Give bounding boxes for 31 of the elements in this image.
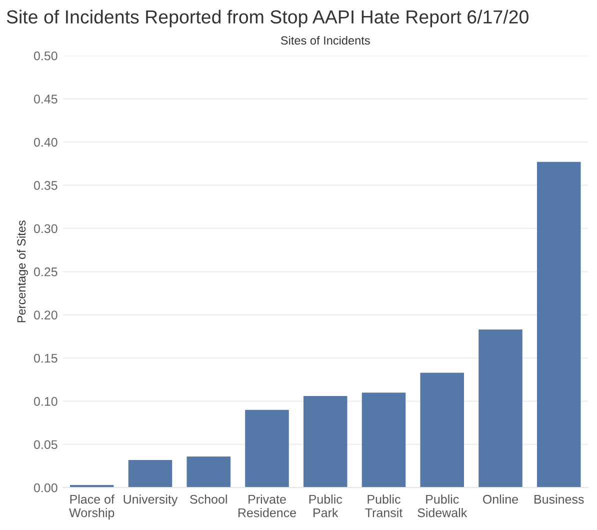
bar: [362, 392, 406, 488]
x-tick-label: University: [124, 494, 178, 506]
y-tick-label: 0.00: [34, 483, 58, 492]
bar: [478, 330, 522, 488]
bar: [303, 396, 348, 488]
y-tick-label: 0.45: [34, 94, 58, 104]
bar: [536, 162, 581, 488]
y-tick-label: 0.05: [34, 440, 58, 450]
bar: [186, 456, 231, 488]
x-tick-label: School: [190, 494, 227, 504]
y-tick-label: 0.20: [34, 310, 58, 320]
bar: [245, 410, 289, 488]
y-tick-label: 0.15: [34, 354, 58, 363]
y-tick-label: 0.30: [34, 224, 58, 234]
x-tick-label: Place of Worship: [69, 494, 114, 520]
chart-subtitle: Sites of Incidents: [280, 36, 370, 45]
x-tick-label: Public Transit: [365, 494, 403, 518]
y-tick-label: 0.25: [34, 267, 58, 276]
bar: [128, 460, 172, 488]
x-tick-label: Online: [483, 494, 518, 504]
y-axis-title: Percentage of Sites: [16, 220, 28, 322]
x-tick-label: Business: [534, 494, 584, 504]
y-tick-label: 0.10: [34, 397, 58, 406]
x-tick-label: Public Park: [309, 494, 342, 518]
x-tick-label: Private Residence: [238, 494, 296, 518]
y-tick-label: 0.50: [34, 51, 58, 60]
x-tick-label: Public Sidewalk: [418, 494, 468, 518]
y-tick-label: 0.40: [34, 138, 58, 147]
y-tick-label: 0.35: [34, 181, 58, 190]
bar: [420, 372, 464, 488]
chart-title: Site of Incidents Reported from Stop AAPI Hate Report 6/17/20: [6, 10, 528, 28]
